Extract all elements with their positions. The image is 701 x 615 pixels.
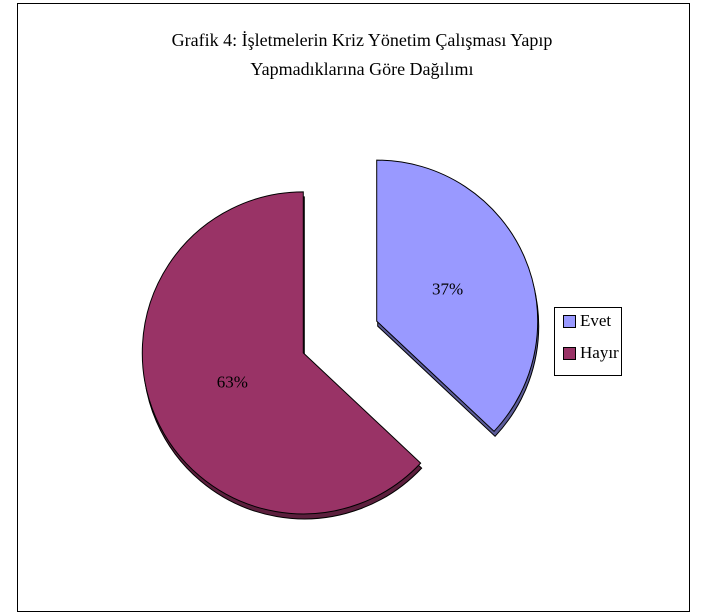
legend-label: Evet <box>580 311 611 330</box>
pie-slice <box>141 191 422 515</box>
data-label: 63% <box>217 372 248 391</box>
data-label: 37% <box>432 279 463 298</box>
legend-swatch <box>563 315 576 328</box>
legend-label: Hayır <box>580 343 619 362</box>
legend-swatch <box>563 347 576 360</box>
pie-slice <box>376 159 539 433</box>
chart-title: Yapmadıklarına Göre Dağılımı <box>250 59 473 79</box>
chart-title: Grafik 4: İşletmelerin Kriz Yönetim Çalı… <box>172 30 553 50</box>
